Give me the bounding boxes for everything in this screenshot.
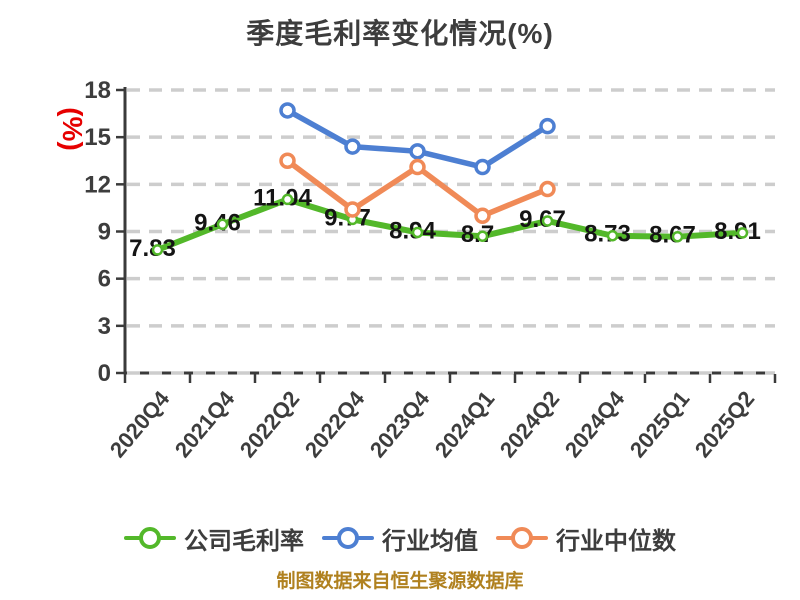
svg-text:6: 6: [98, 266, 111, 293]
svg-text:15: 15: [84, 124, 111, 151]
svg-text:2020Q4: 2020Q4: [105, 386, 175, 463]
svg-text:12: 12: [84, 171, 111, 198]
svg-text:18: 18: [84, 77, 111, 104]
svg-text:0: 0: [98, 360, 111, 387]
orange-line-marker-icon: [496, 526, 548, 550]
svg-text:2022Q2: 2022Q2: [235, 386, 304, 462]
svg-text:2024Q2: 2024Q2: [495, 386, 564, 462]
svg-text:2025Q1: 2025Q1: [625, 386, 694, 462]
blue-line-marker-icon: [322, 526, 374, 550]
svg-text:2023Q4: 2023Q4: [365, 386, 435, 463]
svg-text:2025Q2: 2025Q2: [690, 386, 759, 462]
chart-plot-area: 0 3 6 9 12 15 18 2020Q42021Q42022Q22022Q42023Q4…: [84, 77, 777, 463]
legend-item-industry-median: 行业中位数: [496, 521, 676, 556]
svg-text:2022Q4: 2022Q4: [300, 386, 370, 463]
svg-text:3: 3: [98, 313, 111, 340]
legend-label: 行业均值: [382, 527, 478, 555]
green-line-marker-icon: [124, 526, 176, 550]
svg-text:2021Q4: 2021Q4: [170, 386, 240, 463]
chart-title: 季度毛利率变化情况(%): [246, 18, 554, 49]
legend-item-industry-average: 行业均值: [322, 521, 478, 556]
svg-text:9: 9: [98, 219, 111, 246]
svg-text:2024Q1: 2024Q1: [430, 386, 499, 462]
svg-text:2024Q4: 2024Q4: [560, 386, 630, 463]
legend-item-company-gross-margin: 公司毛利率: [124, 521, 304, 556]
legend-label: 公司毛利率: [184, 527, 304, 555]
data-source-note: 制图数据来自恒生聚源数据库: [276, 571, 524, 592]
legend-label: 行业中位数: [556, 527, 676, 555]
legend: 公司毛利率 行业均值 行业中位数: [0, 514, 800, 562]
